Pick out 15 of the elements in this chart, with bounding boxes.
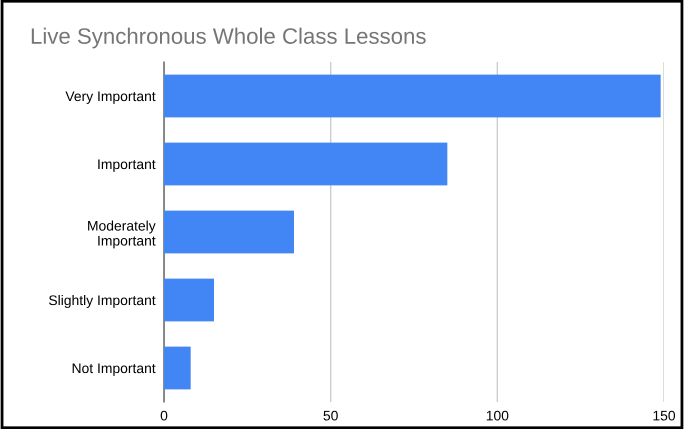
bar [164, 278, 214, 322]
bar [164, 142, 448, 186]
y-tick-label: Important [98, 159, 156, 172]
x-tick-label: 150 [653, 410, 676, 421]
bar [164, 210, 294, 254]
y-tick-label: Very Important [65, 91, 156, 104]
bar [164, 74, 661, 118]
x-tick-label: 50 [324, 410, 338, 421]
y-tick-label: Moderately Important [88, 220, 156, 248]
bar [164, 346, 191, 390]
x-tick-label: 100 [486, 410, 508, 421]
chart-title: Live Synchronous Whole Class Lessons [32, 28, 426, 48]
y-tick-label: Slightly Important [49, 294, 156, 308]
x-tick-label: 0 [160, 410, 168, 421]
y-tick-label: Not Important [72, 363, 156, 376]
